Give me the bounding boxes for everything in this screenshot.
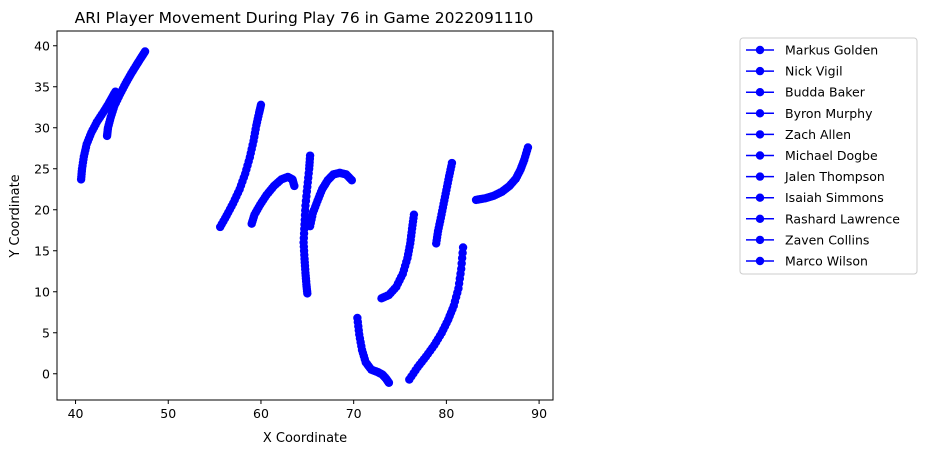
legend-label: Nick Vigil [785, 64, 843, 79]
y-tick-label: 0 [42, 366, 50, 381]
legend-label: Zach Allen [785, 127, 851, 142]
legend-label: Isaiah Simmons [785, 190, 884, 205]
data-point [523, 143, 533, 152]
legend-label: Zaven Collins [785, 232, 869, 247]
legend-marker [755, 45, 765, 55]
legend-label: Byron Murphy [785, 106, 873, 121]
series-0 [76, 87, 120, 184]
legend-item: Budda Baker [746, 85, 866, 100]
legend-item: Michael Dogbe [746, 148, 878, 163]
series-layer [76, 47, 533, 387]
series-9 [471, 143, 533, 205]
x-tick-label: 50 [160, 406, 176, 421]
x-tick-label: 80 [438, 406, 454, 421]
x-tick-label: 60 [253, 406, 269, 421]
series-4 [299, 151, 315, 298]
legend-item: Jalen Thompson [746, 169, 885, 184]
legend-marker [755, 109, 765, 118]
y-tick-label: 35 [34, 79, 50, 94]
legend-items: Markus Golden Nick Vigil Budda Baker Byron … [746, 43, 900, 269]
x-tick-label: 40 [68, 406, 84, 421]
legend-marker [755, 256, 765, 266]
series-2 [215, 100, 266, 232]
series-7 [377, 210, 419, 303]
legend-marker [755, 130, 765, 139]
legend-item: Byron Murphy [746, 106, 873, 121]
legend-marker [755, 66, 765, 76]
legend-item: Nick Vigil [746, 64, 843, 79]
data-point [256, 100, 266, 110]
legend-label: Jalen Thompson [784, 169, 885, 184]
data-point [409, 210, 419, 219]
plot-frame [56, 30, 554, 401]
legend-item: Zaven Collins [746, 232, 869, 247]
data-point [140, 47, 150, 56]
y-axis: 0 5 10 15 20 25 30 35 40 [34, 38, 57, 381]
y-tick-label: 30 [34, 120, 50, 135]
series-8 [431, 158, 457, 248]
x-axis: 40 50 60 70 80 90 [68, 400, 547, 421]
y-tick-label: 15 [34, 243, 50, 258]
series-3 [247, 172, 299, 228]
legend-marker [755, 193, 765, 202]
legend-item: Zach Allen [746, 127, 851, 142]
series-1 [102, 47, 150, 141]
y-tick-label: 25 [34, 161, 50, 176]
y-tick-label: 40 [34, 38, 50, 53]
y-tick-label: 10 [34, 284, 50, 299]
data-point [458, 243, 468, 252]
y-axis-title: Y Coordinate [8, 174, 23, 258]
data-point [447, 158, 457, 168]
data-point [290, 181, 299, 191]
legend-item: Isaiah Simmons [746, 190, 884, 205]
legend-marker [755, 151, 765, 160]
y-tick-label: 5 [42, 325, 50, 340]
data-point [347, 176, 357, 185]
legend-label: Budda Baker [785, 85, 866, 100]
data-point [303, 289, 312, 298]
legend-frame [739, 37, 918, 275]
legend-marker [755, 88, 765, 97]
legend-marker [755, 235, 765, 245]
series-5 [305, 168, 357, 231]
legend-label: Marco Wilson [785, 254, 868, 269]
legend-label: Michael Dogbe [785, 148, 878, 163]
series-10 [405, 243, 468, 384]
legend-item: Marco Wilson [746, 254, 868, 269]
legend-item: Markus Golden [746, 43, 878, 58]
x-tick-label: 90 [531, 406, 547, 421]
legend-label: Rashard Lawrence [785, 211, 900, 226]
x-axis-title: X Coordinate [263, 431, 347, 446]
legend-label: Markus Golden [785, 43, 878, 58]
data-point [384, 378, 394, 387]
legend: Markus Golden Nick Vigil Budda Baker Byron … [739, 37, 918, 275]
legend-marker [755, 172, 765, 181]
legend-item: Rashard Lawrence [746, 211, 900, 226]
legend-marker [755, 214, 765, 223]
x-tick-label: 70 [346, 406, 362, 421]
y-tick-label: 20 [34, 202, 50, 217]
chart-title: ARI Player Movement During Play 76 in Ga… [75, 9, 534, 27]
series-6 [353, 313, 394, 387]
plot-area [56, 30, 554, 401]
